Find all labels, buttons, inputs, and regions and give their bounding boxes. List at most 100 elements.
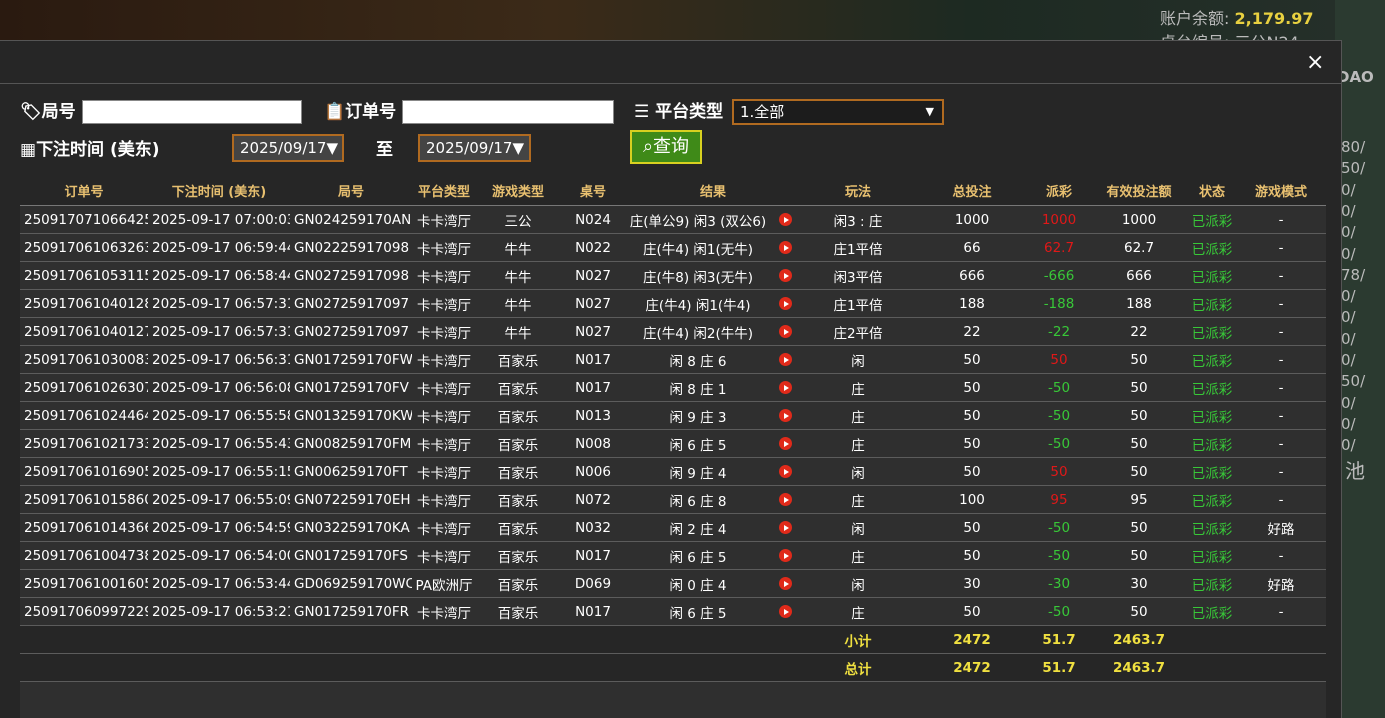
platform: 卡卡湾厅 xyxy=(412,289,476,318)
total-bet: 50 xyxy=(916,513,1029,542)
order-id: 250917061030083 xyxy=(20,345,148,374)
side-item: 80/ xyxy=(1341,138,1366,156)
bet-type: 闲 xyxy=(800,345,917,374)
record-row: 250917060997229 2025-09-17 06:53:21 GN0172… xyxy=(20,597,1327,626)
replay-icon[interactable] xyxy=(778,549,792,562)
side-item: 0/ xyxy=(1341,393,1356,412)
table-id: N008 xyxy=(560,429,626,458)
replay-icon[interactable] xyxy=(778,577,792,590)
platform-label: ☰ 平台类型 xyxy=(634,102,724,122)
replay-cell xyxy=(770,485,801,514)
date-to[interactable]: 2025/09/17▼ xyxy=(418,134,531,162)
game-mode: - xyxy=(1236,541,1327,570)
replay-icon[interactable] xyxy=(778,605,792,618)
round-label: 🏷局号 xyxy=(20,102,76,122)
column-header: 结果 xyxy=(626,176,801,206)
total-label: 总计 xyxy=(800,653,917,682)
payout: 1000 xyxy=(1028,205,1091,234)
total-label: 小计 xyxy=(800,625,917,654)
search-button[interactable]: ⌕查询 xyxy=(630,130,702,164)
balance-value: 2,179.97 xyxy=(1234,9,1314,28)
record-row: 250917071066425 2025-09-17 07:00:03 GN0242… xyxy=(20,205,1327,234)
order-id: 250917061040128 xyxy=(20,289,148,318)
total-bet: 30 xyxy=(916,569,1029,598)
game-type: 百家乐 xyxy=(476,485,560,514)
blank-cell xyxy=(1188,653,1237,682)
side-item: 0/ xyxy=(1341,351,1356,369)
bet-time: 2025-09-17 06:56:08 xyxy=(148,373,290,402)
replay-icon[interactable] xyxy=(778,213,792,226)
column-header: 游戏模式 xyxy=(1236,176,1327,206)
round-id: GN017259170FV xyxy=(290,373,412,402)
game-mode: - xyxy=(1236,373,1327,402)
bet-time: 2025-09-17 06:54:59 xyxy=(148,513,290,542)
replay-icon[interactable] xyxy=(778,353,792,366)
total-bet: 100 xyxy=(916,485,1029,514)
platform-select[interactable]: 1.全部 ▼ xyxy=(732,99,944,125)
record-row: 250917061053115 2025-09-17 06:58:44 GN0272… xyxy=(20,261,1327,290)
game-mode: 好路 xyxy=(1236,513,1327,542)
table-id: N017 xyxy=(560,345,626,374)
result: 庄(牛4) 闲2(牛牛) xyxy=(626,317,770,346)
side-item: 78/ xyxy=(1341,265,1366,284)
replay-cell xyxy=(770,205,801,234)
platform-label-text: 平台类型 xyxy=(655,102,724,122)
game-mode: - xyxy=(1236,261,1327,290)
round-id: GN072259170EH xyxy=(290,485,412,514)
replay-icon[interactable] xyxy=(778,521,792,534)
game-mode: - xyxy=(1236,597,1327,626)
status: 已派彩 xyxy=(1188,597,1237,626)
search-text: 查询 xyxy=(653,136,690,157)
replay-icon[interactable] xyxy=(778,381,792,394)
game-mode: 好路 xyxy=(1236,569,1327,598)
replay-icon[interactable] xyxy=(778,297,792,310)
side-code: DAO xyxy=(1337,68,1374,86)
replay-icon[interactable] xyxy=(778,493,792,506)
total-bet: 50 xyxy=(916,457,1029,486)
round-id: GN024259170AN xyxy=(290,205,412,234)
record-row: 250917061026307 2025-09-17 06:56:08 GN0172… xyxy=(20,373,1327,402)
record-row: 250917061004738 2025-09-17 06:54:00 GN0172… xyxy=(20,541,1327,570)
order-input[interactable] xyxy=(402,100,614,124)
result: 闲 6 庄 8 xyxy=(626,485,770,514)
payout: -50 xyxy=(1028,429,1091,458)
valid-bet: 50 xyxy=(1090,373,1189,402)
order-id: 250917061063263 xyxy=(20,233,148,262)
close-button[interactable]: × xyxy=(1306,50,1325,75)
order-id: 250917061040127 xyxy=(20,317,148,346)
replay-icon[interactable] xyxy=(778,465,792,478)
valid-bet: 666 xyxy=(1090,261,1189,290)
payout: -50 xyxy=(1028,373,1091,402)
payout: -50 xyxy=(1028,513,1091,542)
replay-icon[interactable] xyxy=(778,325,792,338)
column-header: 下注时间 (美东) xyxy=(148,176,290,206)
order-id: 250917061015860 xyxy=(20,485,148,514)
result: 闲 9 庄 4 xyxy=(626,457,770,486)
round-id: GN02725917097 xyxy=(290,289,412,318)
replay-icon[interactable] xyxy=(778,241,792,254)
bet-time: 2025-09-17 07:00:03 xyxy=(148,205,290,234)
record-row: 250917061024464 2025-09-17 06:55:58 GN0132… xyxy=(20,401,1327,430)
game-type: 百家乐 xyxy=(476,401,560,430)
round-input[interactable] xyxy=(82,100,302,124)
side-item: 50/ xyxy=(1341,159,1366,178)
blank-cell xyxy=(148,625,290,654)
date-from[interactable]: 2025/09/17▼ xyxy=(232,134,344,162)
round-id: GN013259170KW xyxy=(290,401,412,430)
replay-cell xyxy=(770,261,801,290)
platform: 卡卡湾厅 xyxy=(412,233,476,262)
side-item: 0/ xyxy=(1341,414,1356,433)
order-id: 250917061026307 xyxy=(20,373,148,402)
payout: 95 xyxy=(1028,485,1091,514)
replay-cell xyxy=(770,513,801,542)
bet-time: 2025-09-17 06:57:31 xyxy=(148,317,290,346)
replay-icon[interactable] xyxy=(778,437,792,450)
total-payout: 51.7 xyxy=(1028,653,1091,682)
total-row: 总计 2472 51.7 2463.7 xyxy=(20,653,1327,682)
total-valid-bet: 2463.7 xyxy=(1090,625,1189,654)
replay-icon[interactable] xyxy=(778,409,792,422)
table-id: N017 xyxy=(560,541,626,570)
column-header: 派彩 xyxy=(1028,176,1091,206)
game-type: 三公 xyxy=(476,205,560,234)
replay-icon[interactable] xyxy=(778,269,792,282)
